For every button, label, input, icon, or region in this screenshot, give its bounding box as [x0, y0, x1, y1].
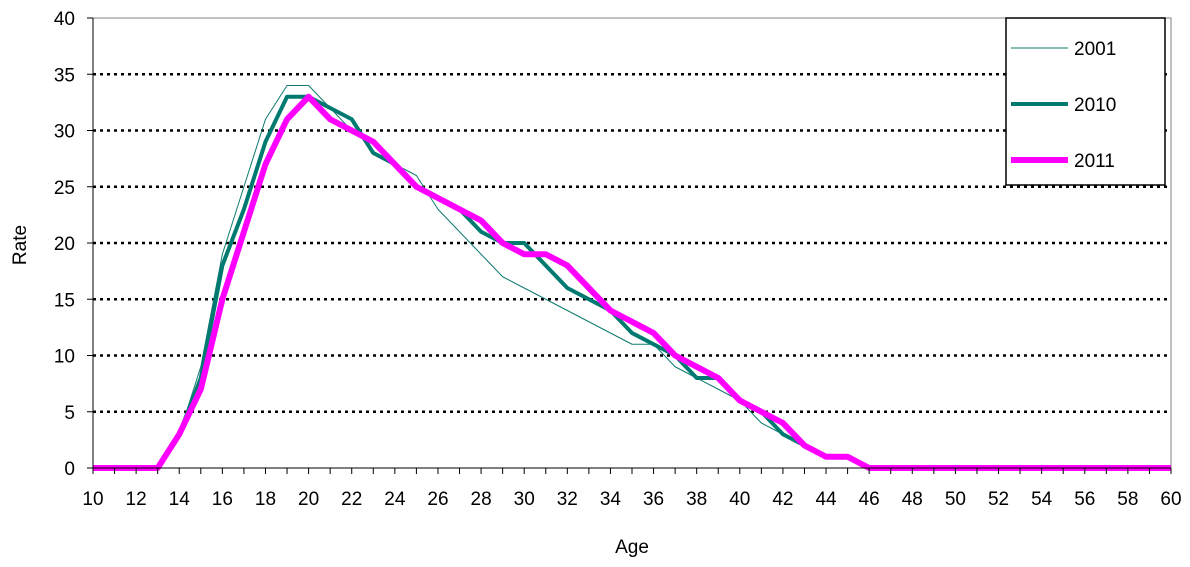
y-tick-label: 5 — [64, 403, 75, 424]
x-tick-label: 36 — [643, 489, 664, 510]
x-tick-label: 46 — [859, 489, 880, 510]
x-tick-label: 12 — [126, 489, 147, 510]
x-tick-label: 38 — [686, 489, 707, 510]
y-tick-label: 0 — [64, 459, 75, 480]
x-tick-label: 16 — [212, 489, 233, 510]
y-tick-label: 30 — [54, 122, 75, 143]
x-tick-label: 54 — [1031, 489, 1053, 510]
x-tick-label: 56 — [1074, 489, 1095, 510]
x-tick-label: 48 — [902, 489, 923, 510]
x-tick-label: 14 — [169, 489, 191, 510]
x-tick-label: 20 — [298, 489, 319, 510]
x-tick-label: 40 — [729, 489, 750, 510]
y-tick-label: 20 — [54, 234, 75, 255]
y-tick-label: 40 — [54, 9, 75, 30]
legend-label-2011: 2011 — [1074, 151, 1115, 172]
x-tick-label: 42 — [772, 489, 793, 510]
y-tick-label: 15 — [54, 290, 75, 311]
x-tick-label: 58 — [1117, 489, 1138, 510]
legend-label-2001: 2001 — [1074, 39, 1116, 60]
x-tick-label: 44 — [815, 489, 837, 510]
legend: 2001 2010 2011 — [1005, 17, 1166, 186]
x-tick-label: 52 — [988, 489, 1009, 510]
y-tick-labels: 0 5 10 15 20 25 30 35 40 — [54, 9, 75, 480]
x-tick-label: 30 — [514, 489, 535, 510]
x-tick-label: 28 — [471, 489, 492, 510]
x-tick-label: 24 — [384, 489, 406, 510]
x-tick-label: 32 — [557, 489, 578, 510]
x-tick-labels: 10 12 14 16 18 20 22 24 26 28 30 32 34 36 38 40 42 44 46 48… — [82, 489, 1181, 510]
y-tick-label: 35 — [54, 65, 75, 86]
x-tick-label: 50 — [945, 489, 966, 510]
x-tick-label: 18 — [255, 489, 276, 510]
x-axis-title: Age — [615, 537, 649, 558]
x-tick-marks — [92, 468, 1172, 474]
x-tick-label: 26 — [427, 489, 448, 510]
legend-label-2010: 2010 — [1074, 95, 1116, 116]
x-tick-label: 34 — [600, 489, 622, 510]
y-axis-title: Rate — [10, 225, 31, 265]
x-tick-label: 10 — [82, 489, 103, 510]
y-tick-marks — [87, 17, 93, 469]
x-tick-label: 60 — [1160, 489, 1181, 510]
y-tick-label: 10 — [54, 347, 75, 368]
x-tick-label: 22 — [341, 489, 362, 510]
gridlines — [93, 73, 1171, 413]
y-tick-label: 25 — [54, 178, 75, 199]
